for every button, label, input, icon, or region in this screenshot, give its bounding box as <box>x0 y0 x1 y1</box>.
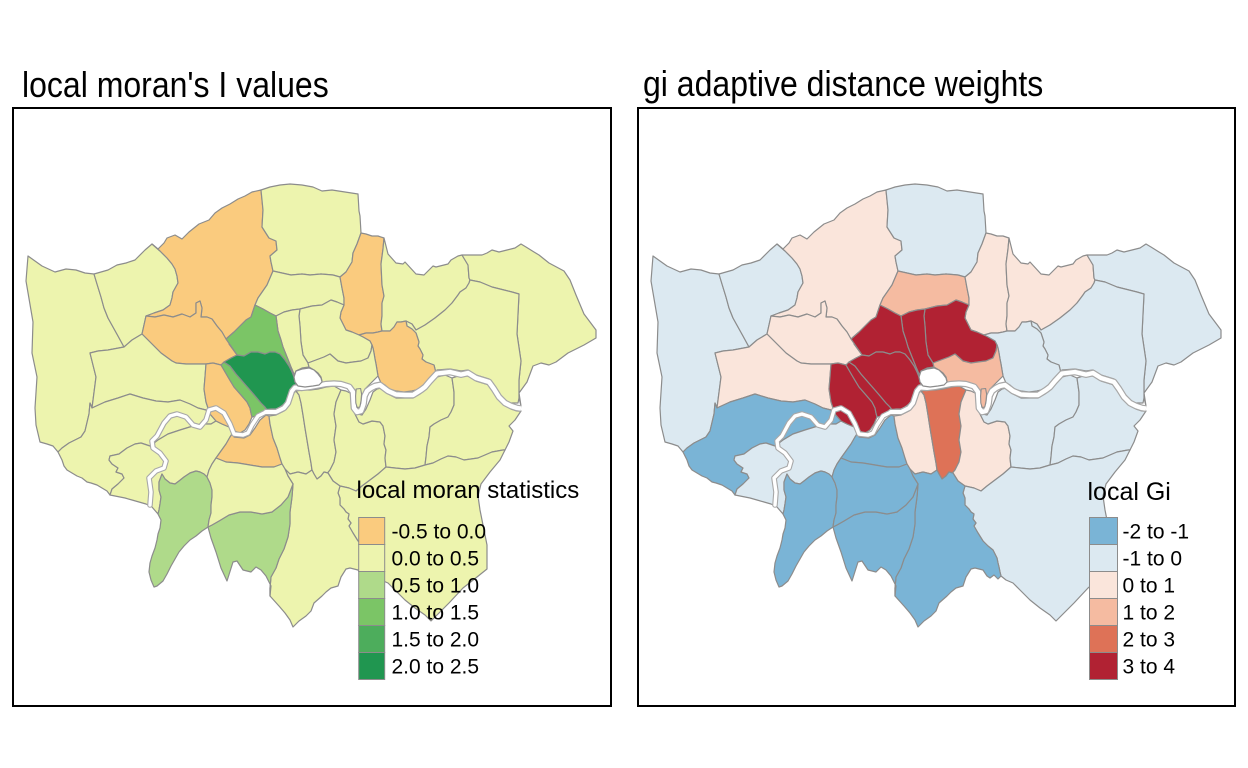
svg-text:local moran statistics: local moran statistics <box>357 477 580 504</box>
svg-text:0.0 to 0.5: 0.0 to 0.5 <box>392 548 480 571</box>
svg-text:-1 to 0: -1 to 0 <box>1123 548 1183 571</box>
svg-text:3 to 4: 3 to 4 <box>1123 656 1176 679</box>
svg-text:-0.5 to 0.0: -0.5 to 0.0 <box>392 521 487 544</box>
svg-text:1.5 to 2.0: 1.5 to 2.0 <box>392 629 480 652</box>
svg-text:0 to 1: 0 to 1 <box>1123 575 1176 598</box>
svg-text:1 to 2: 1 to 2 <box>1123 602 1176 625</box>
svg-text:1.0 to 1.5: 1.0 to 1.5 <box>392 602 480 625</box>
svg-text:-2 to -1: -2 to -1 <box>1123 521 1190 544</box>
svg-text:2.0 to 2.5: 2.0 to 2.5 <box>392 656 480 679</box>
svg-text:local Gi: local Gi <box>1088 478 1171 506</box>
svg-text:0.5 to 1.0: 0.5 to 1.0 <box>392 575 480 598</box>
svg-text:2 to 3: 2 to 3 <box>1123 629 1176 652</box>
